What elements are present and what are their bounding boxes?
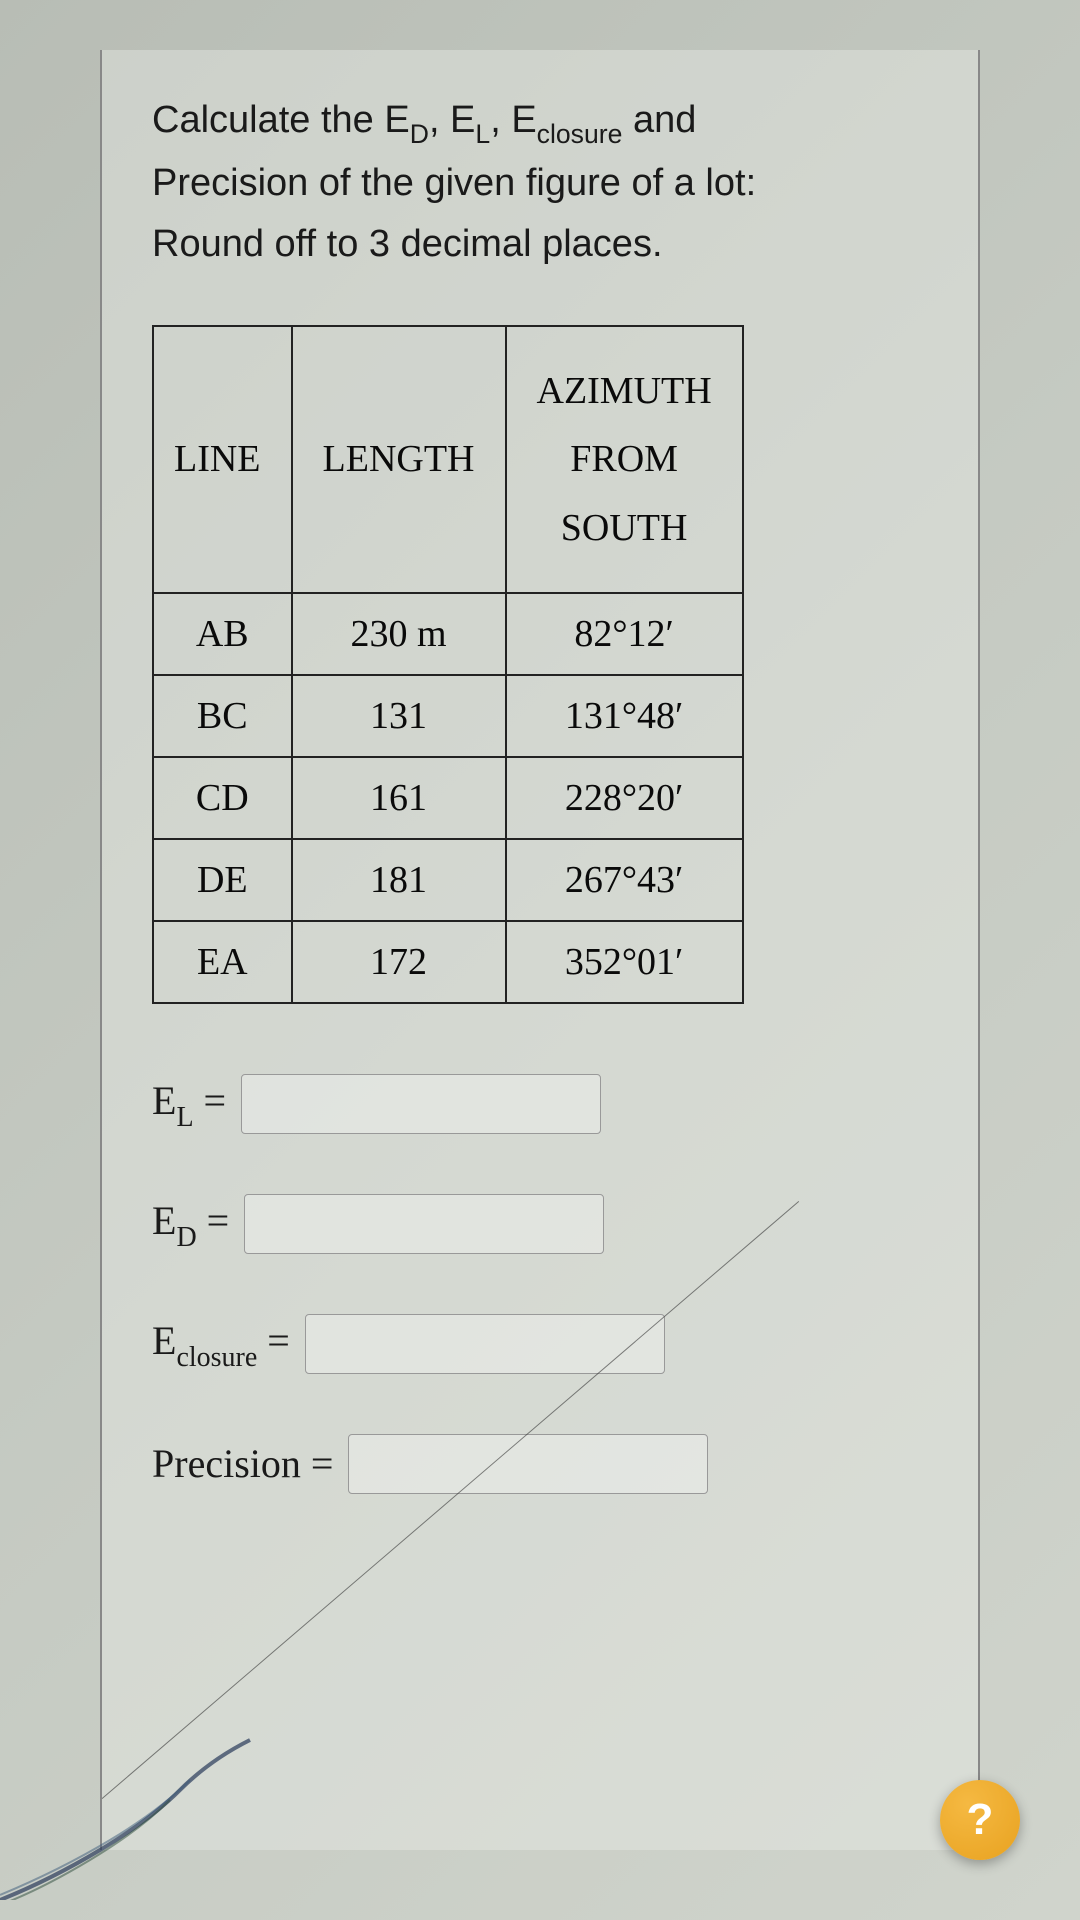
- cell-azimuth: 131°48′: [506, 675, 743, 757]
- cell-azimuth: 228°20′: [506, 757, 743, 839]
- answer-row-el: EL =: [152, 1074, 928, 1134]
- table-row: CD 161 228°20′: [153, 757, 743, 839]
- table-header-line: LINE: [153, 326, 292, 593]
- table-header-length: LENGTH: [292, 326, 506, 593]
- cell-length: 181: [292, 839, 506, 921]
- question-text: Calculate the ED, EL, Eclosure and Preci…: [152, 90, 928, 275]
- cell-length: 230 m: [292, 593, 506, 675]
- cell-line: DE: [153, 839, 292, 921]
- answer-input-eclosure[interactable]: [305, 1314, 665, 1374]
- table-row: BC 131 131°48′: [153, 675, 743, 757]
- answer-input-el[interactable]: [241, 1074, 601, 1134]
- question-sub-d: D: [410, 119, 429, 149]
- cell-line: AB: [153, 593, 292, 675]
- answer-label-precision: Precision =: [152, 1440, 333, 1487]
- cell-line: EA: [153, 921, 292, 1003]
- question-line1-part3: , E: [490, 99, 536, 141]
- screen-scratch-decoration: [102, 1200, 978, 1800]
- question-line1-part4: and: [622, 99, 696, 141]
- answer-label-el: EL =: [152, 1077, 226, 1131]
- cell-azimuth: 267°43′: [506, 839, 743, 921]
- help-button[interactable]: ?: [940, 1780, 1020, 1860]
- page-container: Calculate the ED, EL, Eclosure and Preci…: [0, 0, 1080, 1900]
- question-sub-closure: closure: [537, 119, 623, 149]
- question-sub-l: L: [475, 119, 490, 149]
- cell-length: 131: [292, 675, 506, 757]
- question-line3: Round off to 3 decimal places.: [152, 223, 663, 265]
- cell-azimuth: 82°12′: [506, 593, 743, 675]
- help-icon: ?: [967, 1795, 994, 1845]
- data-table: LINE LENGTH AZIMUTH FROM SOUTH AB 230 m …: [152, 325, 744, 1004]
- question-line1-part1: Calculate the E: [152, 99, 410, 141]
- answer-input-precision[interactable]: [348, 1434, 708, 1494]
- cell-azimuth: 352°01′: [506, 921, 743, 1003]
- answer-label-ed: ED =: [152, 1197, 229, 1251]
- table-row: AB 230 m 82°12′: [153, 593, 743, 675]
- cell-length: 172: [292, 921, 506, 1003]
- answer-row-precision: Precision =: [152, 1434, 928, 1494]
- cell-line: BC: [153, 675, 292, 757]
- table-header-row: LINE LENGTH AZIMUTH FROM SOUTH: [153, 326, 743, 593]
- question-line1-part2: , E: [429, 99, 475, 141]
- cell-line: CD: [153, 757, 292, 839]
- answer-row-eclosure: Eclosure =: [152, 1314, 928, 1374]
- answer-row-ed: ED =: [152, 1194, 928, 1254]
- table-header-azimuth: AZIMUTH FROM SOUTH: [506, 326, 743, 593]
- table-row: EA 172 352°01′: [153, 921, 743, 1003]
- question-line2: Precision of the given figure of a lot:: [152, 162, 756, 204]
- table-row: DE 181 267°43′: [153, 839, 743, 921]
- answer-label-eclosure: Eclosure =: [152, 1317, 290, 1371]
- answer-input-ed[interactable]: [244, 1194, 604, 1254]
- content-panel: Calculate the ED, EL, Eclosure and Preci…: [100, 50, 980, 1850]
- cell-length: 161: [292, 757, 506, 839]
